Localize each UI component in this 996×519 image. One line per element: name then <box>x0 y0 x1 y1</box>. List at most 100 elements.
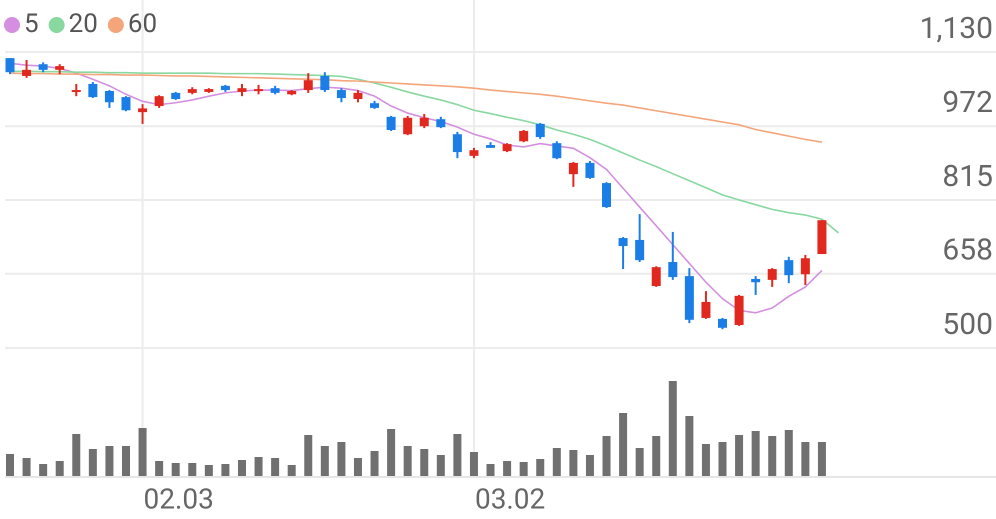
candle-body <box>618 238 628 247</box>
volume-bar <box>403 446 412 476</box>
y-tick-label: 972 <box>942 85 993 120</box>
volume-bar <box>602 436 611 476</box>
candle-body <box>336 90 346 99</box>
volume-bar <box>39 464 48 476</box>
volume-bar <box>552 448 561 476</box>
legend-label: 20 <box>69 9 98 39</box>
candle-body <box>71 90 81 93</box>
volume-bar <box>519 462 528 476</box>
candle-body <box>220 85 230 91</box>
volume-bar <box>271 458 280 476</box>
candle-body <box>121 97 131 111</box>
volume-bar <box>751 431 760 476</box>
ma-line <box>9 72 823 143</box>
volume-bar <box>320 446 329 476</box>
volume-bar <box>188 463 197 476</box>
volume-bar <box>55 461 64 476</box>
legend-marker <box>48 17 65 33</box>
y-tick-label: 815 <box>942 159 993 194</box>
volume-bar <box>387 429 396 476</box>
volume-bar <box>569 450 578 476</box>
candle-body <box>403 117 413 135</box>
volume-bar <box>237 460 246 476</box>
legend-marker <box>107 17 124 33</box>
candle-body <box>668 262 678 278</box>
volume-bar <box>221 464 230 476</box>
candle-body <box>602 183 612 208</box>
volume-bar <box>817 442 826 476</box>
volume-bar <box>784 430 793 476</box>
volume-bar <box>685 416 694 476</box>
ma-line <box>10 70 840 234</box>
candle-body <box>270 88 280 93</box>
y-tick-label: 500 <box>942 307 993 342</box>
volume-bar <box>121 446 130 476</box>
candle-body <box>386 116 396 130</box>
candle-body <box>784 260 794 276</box>
candle-body <box>519 130 529 142</box>
volume-bar <box>138 428 147 476</box>
candle-body <box>585 162 595 178</box>
x-tick-label: 03.02 <box>475 482 545 515</box>
candle-body <box>5 58 15 73</box>
volume-bar <box>718 442 727 476</box>
volume-bar <box>701 444 710 476</box>
volume-bar <box>585 455 594 476</box>
candle-body <box>353 92 363 99</box>
candle-body <box>734 295 744 325</box>
candle-body <box>452 134 462 153</box>
legend-label: 60 <box>128 9 157 39</box>
volume-bar <box>6 454 14 476</box>
candle-body <box>237 88 247 92</box>
volume-bar <box>254 457 263 476</box>
candle-body <box>171 92 181 99</box>
legend-marker <box>4 17 20 33</box>
candle-body <box>535 123 545 138</box>
volume-bar <box>668 381 677 476</box>
volume-bar <box>486 464 495 476</box>
legend-label: 5 <box>24 9 39 39</box>
candle-body <box>254 89 264 92</box>
volume-bar <box>72 434 81 476</box>
volume-bar <box>536 459 545 476</box>
volume-bar <box>22 458 31 476</box>
candle-body <box>22 69 32 76</box>
candle-body <box>684 276 694 320</box>
volume-bar <box>801 442 810 476</box>
candle-body <box>419 117 429 127</box>
candle-body <box>370 103 380 108</box>
candle-body <box>651 267 661 286</box>
candle-body <box>701 301 711 318</box>
volume-bar <box>652 436 661 476</box>
candle-body <box>187 89 197 93</box>
volume-bar <box>436 455 445 476</box>
candle-body <box>486 145 496 148</box>
candle-body <box>38 64 48 70</box>
candle-body <box>552 143 562 159</box>
candle-body <box>138 108 148 113</box>
volume-bar <box>735 435 744 476</box>
candle-body <box>436 119 446 128</box>
candle-body <box>817 220 827 255</box>
volume-bar <box>155 461 164 476</box>
ma-line <box>9 62 823 314</box>
volume-bar <box>287 465 296 476</box>
candle-body <box>502 144 512 152</box>
candle-body <box>154 96 164 107</box>
candle-body <box>55 66 65 70</box>
volume-bar <box>503 461 512 476</box>
volume-bar <box>469 452 478 476</box>
volume-bar <box>337 442 346 476</box>
volume-bar <box>204 465 213 476</box>
x-tick-label: 02.03 <box>144 482 214 515</box>
candle-body <box>718 318 728 328</box>
candle-body <box>287 90 297 95</box>
volume-bar <box>105 446 114 476</box>
volume-bar <box>88 449 97 476</box>
candle-body <box>204 89 214 92</box>
y-tick-label: 658 <box>942 233 993 268</box>
candle-body <box>320 75 330 91</box>
candle-body <box>800 258 810 275</box>
volume-bar <box>635 448 644 476</box>
candle-body <box>767 269 777 280</box>
